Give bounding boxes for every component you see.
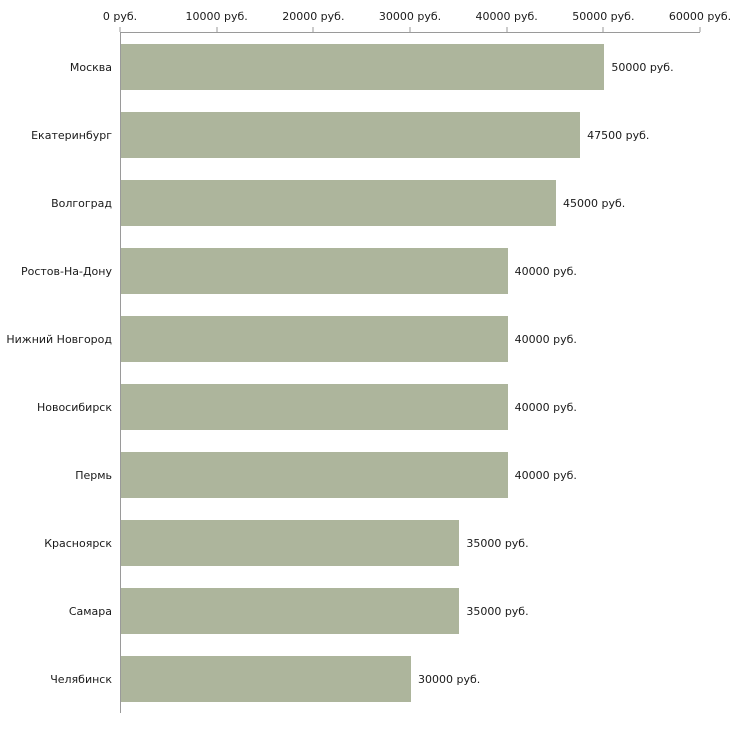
- bar-area: 35000 руб.: [121, 588, 701, 634]
- bar-row: Волгоград 45000 руб.: [0, 169, 700, 237]
- x-tick-mark: [506, 27, 508, 32]
- bar[interactable]: [121, 452, 508, 498]
- x-tick-label: 0 руб.: [102, 10, 138, 23]
- category-label: Волгоград: [51, 196, 112, 210]
- bar[interactable]: [121, 316, 508, 362]
- category-label: Ростов-На-Дону: [20, 264, 112, 278]
- x-axis: 0 руб. 10000 руб. 20000 руб. 30000 руб. 4000…: [103, 0, 730, 33]
- value-label: 35000 руб.: [466, 536, 529, 550]
- x-tick-label: 50000 руб.: [572, 10, 635, 23]
- value-label: 40000 руб.: [514, 468, 577, 482]
- value-label: 40000 руб.: [514, 332, 577, 346]
- value-label: 47500 руб.: [587, 128, 650, 142]
- category-label: Москва: [69, 60, 112, 74]
- x-tick-label: 40000 руб.: [475, 10, 538, 23]
- value-label: 50000 руб.: [611, 60, 674, 74]
- value-label: 30000 руб.: [418, 672, 481, 686]
- bar[interactable]: [121, 520, 460, 566]
- x-tick-label: 30000 руб.: [378, 10, 442, 23]
- x-tick-mark: [409, 27, 411, 32]
- bar-row: Красноярск 35000 руб.: [0, 509, 700, 577]
- bar-area: 40000 руб.: [121, 452, 701, 498]
- x-tick-label: 10000 руб.: [185, 10, 248, 23]
- bar-row: Челябинск 30000 руб.: [0, 645, 700, 713]
- bar-area: 35000 руб.: [121, 520, 701, 566]
- x-tick-mark: [699, 27, 701, 32]
- bar[interactable]: [121, 656, 411, 702]
- bar-row: Нижний Новгород 40000 руб.: [0, 305, 700, 373]
- category-label: Пермь: [75, 468, 112, 482]
- bar[interactable]: [121, 384, 508, 430]
- bar-area: 50000 руб.: [121, 44, 701, 90]
- bar[interactable]: [121, 248, 508, 294]
- value-label: 40000 руб.: [514, 400, 577, 414]
- x-tick-mark: [312, 27, 314, 32]
- y-axis-spine: [120, 32, 121, 713]
- category-label: Новосибирск: [36, 400, 112, 414]
- bar-row: Екатеринбург 47500 руб.: [0, 101, 700, 169]
- bar-row: Ростов-На-Дону 40000 руб.: [0, 237, 700, 305]
- bar-area: 40000 руб.: [121, 248, 701, 294]
- category-label: Челябинск: [50, 672, 112, 686]
- x-tick-label: 60000 руб.: [668, 10, 730, 23]
- bar-row: Москва 50000 руб.: [0, 33, 700, 101]
- bar[interactable]: [121, 180, 556, 226]
- value-label: 45000 руб.: [563, 196, 626, 210]
- bar-row: Новосибирск 40000 руб.: [0, 373, 700, 441]
- x-tick-mark: [602, 27, 604, 32]
- value-label: 40000 руб.: [514, 264, 577, 278]
- bar-area: 40000 руб.: [121, 384, 701, 430]
- value-label: 35000 руб.: [466, 604, 529, 618]
- bar-area: 45000 руб.: [121, 180, 701, 226]
- bar[interactable]: [121, 44, 605, 90]
- bar-area: 40000 руб.: [121, 316, 701, 362]
- category-label: Нижний Новгород: [6, 332, 112, 346]
- bar[interactable]: [121, 588, 460, 634]
- bar-area: 47500 руб.: [121, 112, 701, 158]
- bar[interactable]: [121, 112, 581, 158]
- x-tick-mark: [119, 27, 121, 32]
- category-label: Самара: [68, 604, 112, 618]
- bar-row: Пермь 40000 руб.: [0, 441, 700, 509]
- chart-rows: Москва 50000 руб. Екатеринбург 47500 руб…: [0, 33, 700, 713]
- bar-area: 30000 руб.: [121, 656, 701, 702]
- category-label: Красноярск: [44, 536, 112, 550]
- bar-row: Самара 35000 руб.: [0, 577, 700, 645]
- category-label: Екатеринбург: [31, 128, 112, 142]
- x-tick-label: 20000 руб.: [282, 10, 345, 23]
- x-tick-mark: [216, 27, 218, 32]
